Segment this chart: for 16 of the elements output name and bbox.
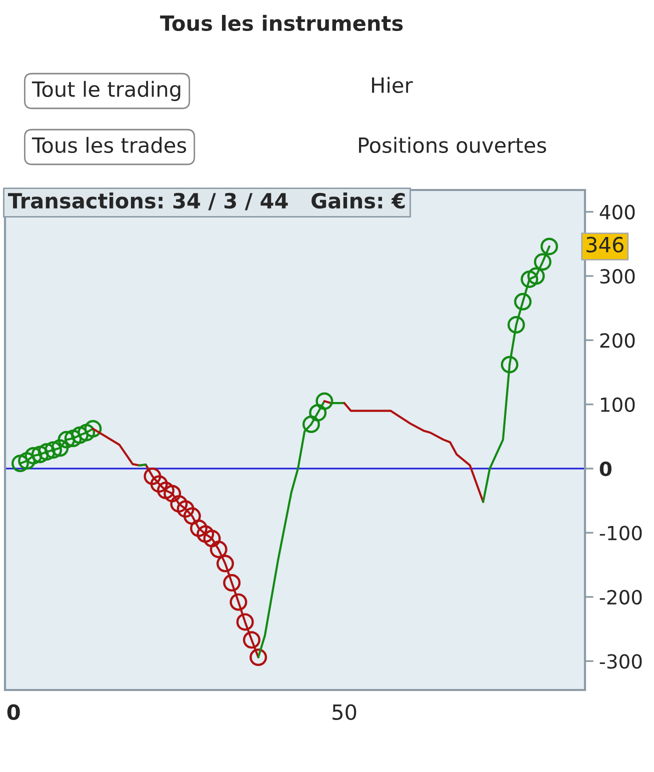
y-tick-label: 200 xyxy=(600,333,635,348)
y-tick-label: -300 xyxy=(600,654,642,669)
y-tick-label: -200 xyxy=(600,590,642,605)
text: 346 xyxy=(586,236,624,253)
chart-title: Transactions: 34 / 3 / 44 Gains: € xyxy=(8,192,405,210)
y-tick-label: -100 xyxy=(600,526,642,540)
y-tick-label: 0 xyxy=(600,462,612,476)
text: Positions ouvertes xyxy=(359,136,546,154)
text: Tous les trades xyxy=(32,136,186,154)
x-tick-label: 50 xyxy=(332,704,356,720)
text: Hier xyxy=(372,76,413,94)
y-tick-label: 400 xyxy=(600,204,635,220)
text: Tout le trading xyxy=(32,80,180,102)
y-tick-label: 100 xyxy=(601,397,635,412)
y-tick-label: 300 xyxy=(600,268,635,284)
text: Tous les instruments xyxy=(160,14,403,32)
